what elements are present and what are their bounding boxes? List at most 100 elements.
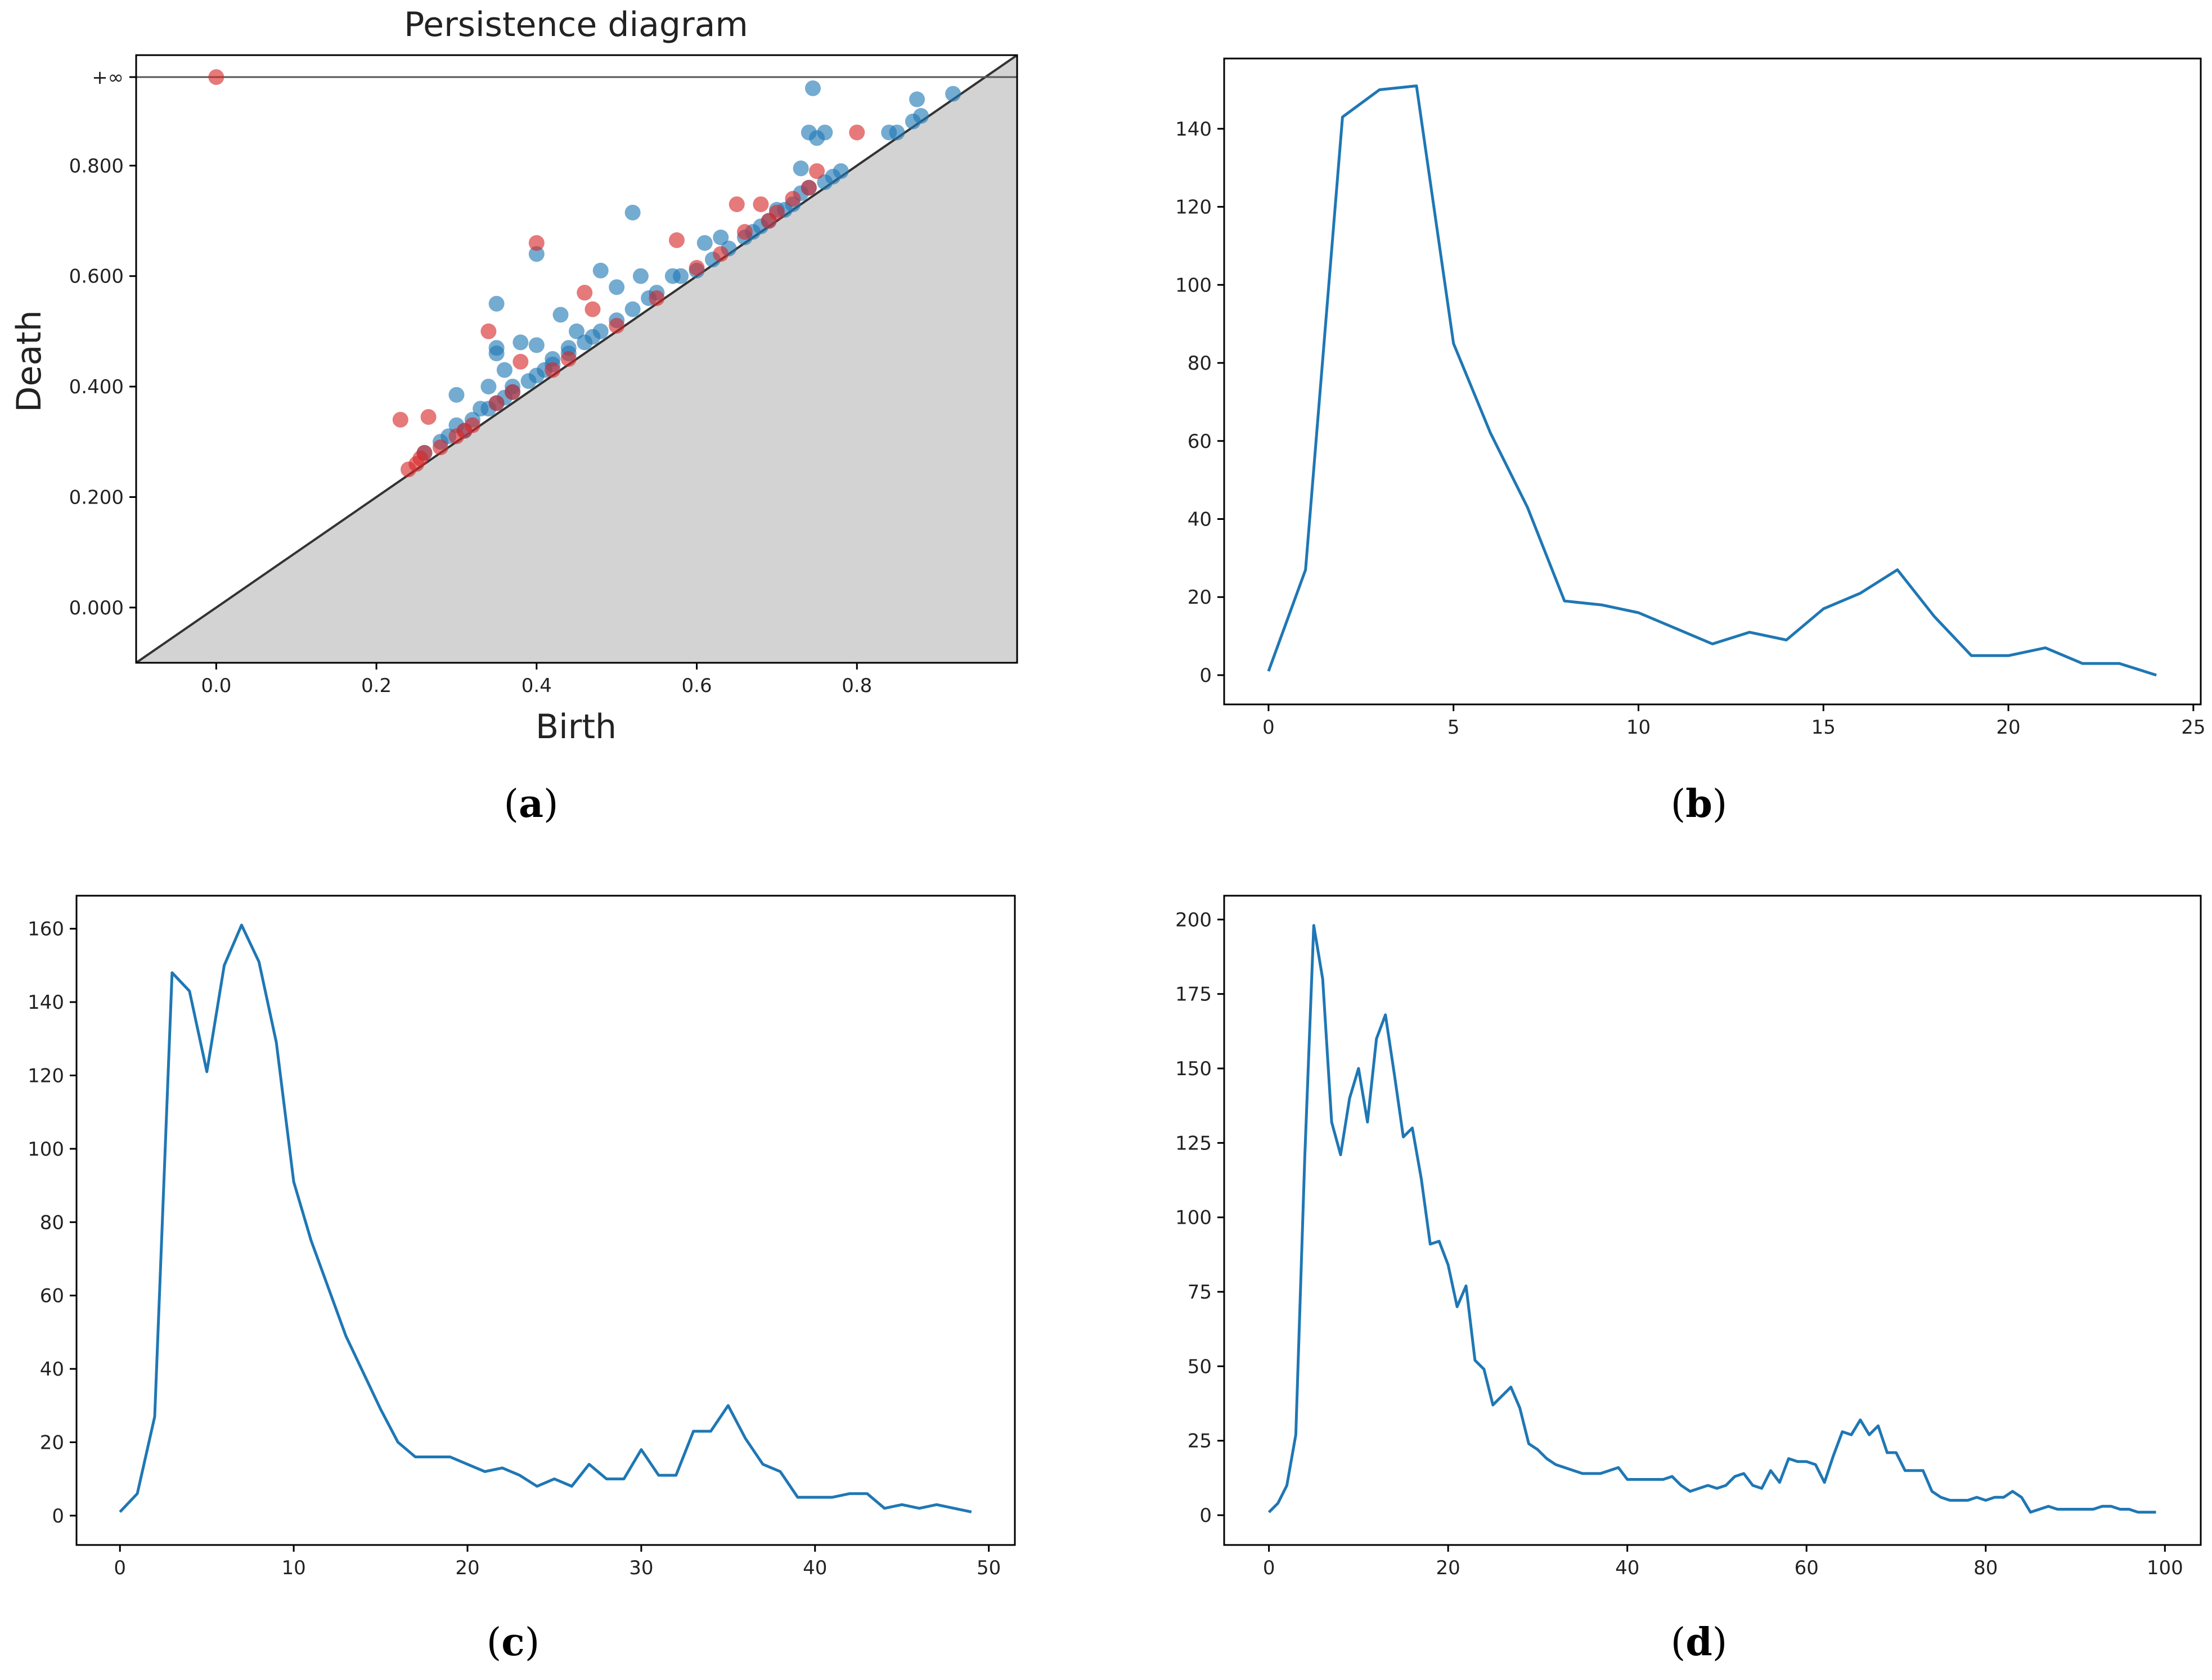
y-tick-label: 120 <box>1175 196 1212 219</box>
h0-point <box>432 439 448 456</box>
y-tick-label: 100 <box>1175 1207 1212 1229</box>
y-tick-label: 80 <box>1188 352 1212 375</box>
y-tick-label: 0.200 <box>69 486 124 509</box>
h0-point <box>420 409 437 425</box>
y-tick-label: 60 <box>1188 430 1212 453</box>
h0-point <box>689 260 705 276</box>
h1-point <box>528 246 545 262</box>
h0-point <box>577 285 593 301</box>
h1-point <box>817 124 833 141</box>
h0-point <box>560 351 577 367</box>
caption-c: (c) <box>487 1620 539 1665</box>
h0-point <box>545 362 561 378</box>
caption-b: (b) <box>1671 781 1728 826</box>
h0-point <box>464 417 480 433</box>
y-tick-label: 0 <box>1199 664 1212 687</box>
y-axis-label-death: Death <box>10 310 49 412</box>
y-tick-label: 75 <box>1188 1281 1212 1304</box>
y-tick-label: 80 <box>40 1211 64 1234</box>
x-tick-label: 40 <box>803 1557 827 1579</box>
series-line <box>1267 924 2156 1514</box>
h1-point <box>833 163 849 179</box>
caption-d: (d) <box>1671 1620 1728 1665</box>
y-tick-label: 20 <box>40 1431 64 1454</box>
plot-frame <box>75 895 1016 1546</box>
diagonal-line <box>135 54 1018 664</box>
h0-point <box>801 179 817 196</box>
y-tick-label: 0 <box>52 1505 64 1528</box>
x-tick-label: 20 <box>1996 716 2020 739</box>
h0-point <box>668 232 685 248</box>
h1-point <box>804 80 821 96</box>
y-tick-label: 0.600 <box>69 266 124 288</box>
h0-point <box>809 163 825 179</box>
caption-c-letter: c <box>501 1620 524 1665</box>
plot-frame <box>135 54 1018 664</box>
y-tick-label: 0.000 <box>69 597 124 619</box>
persistence-plot: 0.0 0.2 0.4 0.6 0.8 0.000 0.200 0.400 0.600 0.800… <box>69 54 1018 697</box>
y-tick-label: 175 <box>1175 983 1212 1006</box>
h1-point <box>528 337 545 353</box>
h0-point <box>753 196 769 213</box>
h1-point <box>488 345 505 362</box>
y-tick-label: 50 <box>1188 1355 1212 1378</box>
plot-frame <box>1223 57 2202 706</box>
h1-point <box>569 323 585 339</box>
h1-point <box>696 235 713 251</box>
h1-point <box>945 86 961 102</box>
x-tick-label: 80 <box>1973 1557 1998 1579</box>
y-tick-label: 20 <box>1188 586 1212 609</box>
y-tick-label: 40 <box>40 1358 64 1381</box>
x-tick-label: 25 <box>2181 716 2205 739</box>
x-tick-label: 20 <box>455 1557 479 1579</box>
h0-point <box>480 323 497 339</box>
h0-point <box>649 290 665 306</box>
h0-point <box>785 191 801 207</box>
h1-point <box>624 301 641 317</box>
h0-point <box>713 246 729 262</box>
x-tick-label: 0.0 <box>201 675 231 697</box>
h0-point <box>768 204 785 221</box>
y-tick-label: 140 <box>28 991 64 1014</box>
h1-point <box>488 295 505 312</box>
persistence-diagram-title: Persistence diagram <box>404 5 748 44</box>
h1-point <box>480 379 497 395</box>
h1-point <box>592 323 609 339</box>
y-tick-label: 200 <box>1175 909 1212 931</box>
h1-point <box>448 387 465 403</box>
x-tick-label: 0.6 <box>682 675 712 697</box>
h1-point <box>609 279 625 295</box>
x-tick-label: 100 <box>2147 1557 2183 1579</box>
x-tick-label: 0 <box>114 1557 126 1579</box>
h0-point <box>512 353 529 370</box>
y-tick-label: 100 <box>28 1138 64 1161</box>
y-tick-label: 150 <box>1175 1058 1212 1080</box>
h1-point <box>913 108 929 124</box>
series-line <box>119 923 972 1513</box>
h0-point <box>392 412 408 428</box>
h0-point <box>849 124 865 141</box>
h1-point <box>496 362 512 378</box>
x-axis-label-birth: Birth <box>536 707 617 747</box>
x-tick-label: 10 <box>1626 716 1651 739</box>
inf-tick-label: +∞ <box>92 66 124 89</box>
x-tick-label: 40 <box>1615 1557 1639 1579</box>
h1-point <box>889 124 905 141</box>
h1-point <box>673 268 689 284</box>
series-line <box>1267 84 2157 677</box>
h0-point <box>729 196 745 213</box>
caption-a: (a) <box>503 781 558 826</box>
y-tick-label: 125 <box>1175 1132 1212 1155</box>
x-tick-label: 0.8 <box>842 675 872 697</box>
line-chart-b: 0 5 10 15 20 25 0 20 40 60 80 100 120 140 <box>1175 57 2205 739</box>
caption-d-letter: d <box>1685 1620 1712 1665</box>
line-chart-c: 0 10 20 30 40 50 0 20 40 60 80 100 120 140 160 <box>28 895 1016 1579</box>
x-tick-label: 10 <box>281 1557 305 1579</box>
y-tick-label: 100 <box>1175 274 1212 297</box>
line-chart-d: 0 20 40 60 80 100 0 25 50 75 100 125 150 175 200 <box>1175 895 2202 1579</box>
y-tick-label: 60 <box>40 1285 64 1308</box>
y-tick-label: 0.400 <box>69 376 124 398</box>
y-tick-label: 0.800 <box>69 155 124 177</box>
x-tick-label: 0.2 <box>361 675 392 697</box>
